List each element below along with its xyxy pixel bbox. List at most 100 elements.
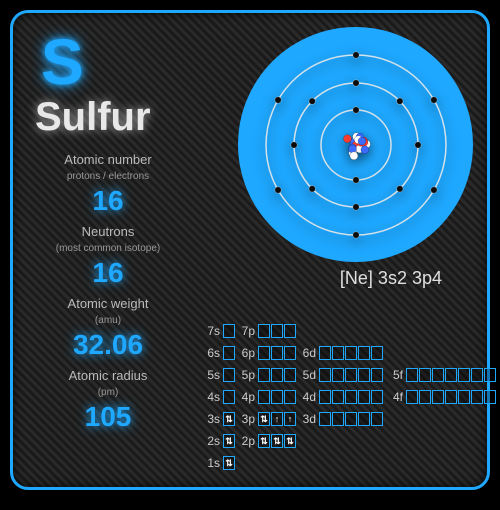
- orbital-box: [284, 390, 296, 404]
- orbital-box: [284, 368, 296, 382]
- property-label: Atomic weight(amu): [68, 297, 149, 327]
- orbital-label: 2s: [203, 434, 220, 448]
- property-label: Neutrons(most common isotope): [56, 225, 160, 255]
- orbital-label: 3s: [203, 412, 220, 426]
- orbital-box: ⇅: [258, 412, 270, 426]
- orbital-label: 6d: [299, 346, 316, 360]
- orbital-box: [458, 368, 470, 382]
- property-value: 16: [92, 257, 123, 289]
- atom-diagram: [238, 27, 473, 262]
- orbital-box: [358, 390, 370, 404]
- orbital-label: 6p: [238, 346, 255, 360]
- element-card: S Sulfur Atomic numberprotons / electron…: [10, 10, 490, 490]
- orbital-box: ⇅: [258, 434, 270, 448]
- orbital-box: [345, 390, 357, 404]
- orbital-box: ↑: [271, 412, 283, 426]
- orbital-box: [319, 368, 331, 382]
- orbital-label: 7p: [238, 324, 255, 338]
- orbital-box: [332, 368, 344, 382]
- orbital-box: [358, 412, 370, 426]
- orbital-label: 4s: [203, 390, 220, 404]
- orbital-label: 7s: [203, 324, 220, 338]
- orbital-box: [284, 346, 296, 360]
- orbital-box: [319, 346, 331, 360]
- orbital-box: [332, 390, 344, 404]
- orbital-label: 5p: [238, 368, 255, 382]
- orbital-box: [371, 368, 383, 382]
- orbital-box: [345, 346, 357, 360]
- orbital-row: 5s 5p 5d 5f: [203, 365, 496, 385]
- orbital-box: [345, 412, 357, 426]
- property-label: Atomic numberprotons / electrons: [64, 153, 151, 183]
- orbital-row: 7s 7p: [203, 321, 496, 341]
- orbital-box: [406, 368, 418, 382]
- orbital-label: 1s: [203, 456, 220, 470]
- orbital-label: 4f: [386, 390, 403, 404]
- orbital-box: [223, 368, 235, 382]
- orbital-label: 2p: [238, 434, 255, 448]
- orbital-box: ⇅: [223, 434, 235, 448]
- orbital-box: [371, 346, 383, 360]
- property-value: 16: [92, 185, 123, 217]
- orbital-row: 1s⇅: [203, 453, 496, 473]
- orbital-box: [484, 390, 496, 404]
- orbital-box: [432, 368, 444, 382]
- orbital-box: [319, 390, 331, 404]
- orbital-label: 5s: [203, 368, 220, 382]
- orbital-box: [432, 390, 444, 404]
- orbital-box: [484, 368, 496, 382]
- property-value: 105: [85, 401, 132, 433]
- orbital-box: ↑: [284, 412, 296, 426]
- electron-configuration: [Ne] 3s2 3p4: [340, 268, 442, 289]
- orbital-box: [271, 390, 283, 404]
- property-label: Atomic radius(pm): [69, 369, 148, 399]
- property-value: 32.06: [73, 329, 143, 361]
- orbital-box: [358, 346, 370, 360]
- element-name: Sulfur: [35, 95, 151, 140]
- orbital-box: [271, 324, 283, 338]
- properties-panel: Atomic numberprotons / electrons16Neutro…: [23, 153, 193, 439]
- orbital-box: [345, 368, 357, 382]
- orbital-box: [471, 390, 483, 404]
- orbital-box: [371, 390, 383, 404]
- orbital-box: [271, 346, 283, 360]
- orbital-box: ⇅: [284, 434, 296, 448]
- orbital-label: 4d: [299, 390, 316, 404]
- orbital-box: [358, 368, 370, 382]
- orbital-label: 4p: [238, 390, 255, 404]
- orbital-box: [419, 390, 431, 404]
- orbital-box: [445, 390, 457, 404]
- element-symbol: S: [41, 25, 84, 99]
- orbital-box: [471, 368, 483, 382]
- orbital-box: [332, 412, 344, 426]
- orbital-box: [223, 390, 235, 404]
- orbital-box: [284, 324, 296, 338]
- orbital-row: 2s⇅2p⇅⇅⇅: [203, 431, 496, 451]
- orbital-box: [371, 412, 383, 426]
- orbital-box: [258, 390, 270, 404]
- orbital-label: 5d: [299, 368, 316, 382]
- orbital-box: [258, 346, 270, 360]
- orbital-label: 6s: [203, 346, 220, 360]
- orbital-box: ⇅: [223, 456, 235, 470]
- orbital-box: [271, 368, 283, 382]
- orbital-box: [319, 412, 331, 426]
- orbital-box: [406, 390, 418, 404]
- orbital-label: 5f: [386, 368, 403, 382]
- orbital-box: [332, 346, 344, 360]
- orbital-box: [419, 368, 431, 382]
- orbital-row: 3s⇅3p⇅↑↑3d: [203, 409, 496, 429]
- orbital-label: 3p: [238, 412, 255, 426]
- orbital-box: [258, 368, 270, 382]
- orbital-box: [258, 324, 270, 338]
- orbital-box: ⇅: [223, 412, 235, 426]
- orbital-label: 3d: [299, 412, 316, 426]
- orbital-box: [458, 390, 470, 404]
- orbital-diagram: 7s7p6s6p6d5s5p5d5f4s4p4d4f3s⇅3p⇅↑↑3d2s⇅2…: [203, 321, 496, 473]
- orbital-box: [223, 324, 235, 338]
- orbital-row: 4s 4p 4d 4f: [203, 387, 496, 407]
- orbital-box: [445, 368, 457, 382]
- orbital-row: 6s 6p 6d: [203, 343, 496, 363]
- orbital-box: ⇅: [271, 434, 283, 448]
- orbital-box: [223, 346, 235, 360]
